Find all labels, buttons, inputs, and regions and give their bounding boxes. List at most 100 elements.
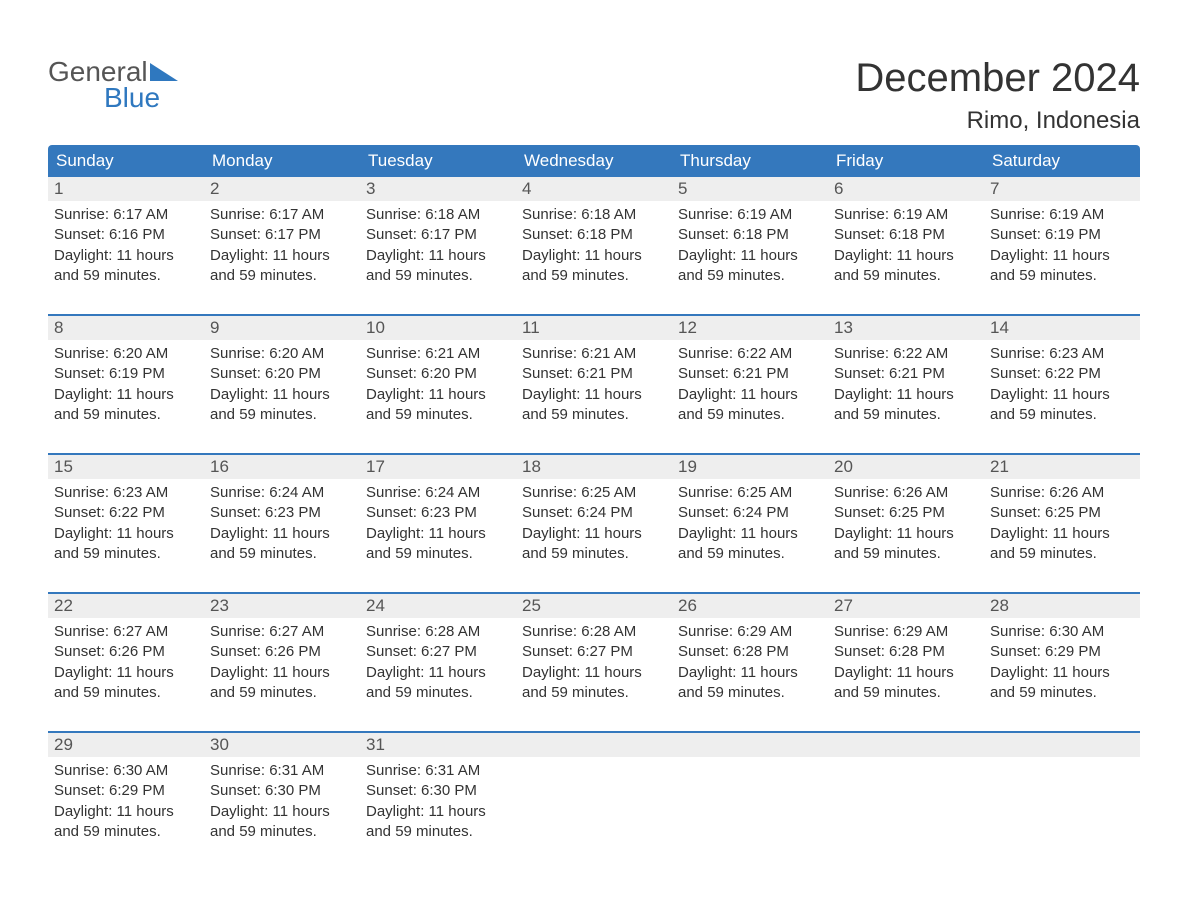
calendar-cell-blank (672, 733, 828, 850)
week-row: 1Sunrise: 6:17 AMSunset: 6:16 PMDaylight… (48, 177, 1140, 294)
day-number: 30 (204, 733, 360, 757)
day-number: 10 (360, 316, 516, 340)
sunrise-text: Sunrise: 6:21 AM (366, 344, 510, 364)
week-row: 15Sunrise: 6:23 AMSunset: 6:22 PMDayligh… (48, 453, 1140, 572)
daylight-line1: Daylight: 11 hours (990, 385, 1134, 405)
cell-body: Sunrise: 6:24 AMSunset: 6:23 PMDaylight:… (360, 479, 516, 572)
sunrise-text: Sunrise: 6:31 AM (210, 761, 354, 781)
sunrise-text: Sunrise: 6:30 AM (990, 622, 1134, 642)
day-number: 9 (204, 316, 360, 340)
week-row: 29Sunrise: 6:30 AMSunset: 6:29 PMDayligh… (48, 731, 1140, 850)
sunrise-text: Sunrise: 6:21 AM (522, 344, 666, 364)
cell-body: Sunrise: 6:23 AMSunset: 6:22 PMDaylight:… (984, 340, 1140, 433)
cell-body: Sunrise: 6:26 AMSunset: 6:25 PMDaylight:… (828, 479, 984, 572)
calendar-cell: 4Sunrise: 6:18 AMSunset: 6:18 PMDaylight… (516, 177, 672, 294)
sunrise-text: Sunrise: 6:20 AM (210, 344, 354, 364)
sunrise-text: Sunrise: 6:26 AM (834, 483, 978, 503)
daylight-line1: Daylight: 11 hours (678, 524, 822, 544)
cell-body: Sunrise: 6:19 AMSunset: 6:19 PMDaylight:… (984, 201, 1140, 294)
cell-body: Sunrise: 6:19 AMSunset: 6:18 PMDaylight:… (672, 201, 828, 294)
daylight-line1: Daylight: 11 hours (54, 524, 198, 544)
calendar-cell: 15Sunrise: 6:23 AMSunset: 6:22 PMDayligh… (48, 455, 204, 572)
day-number: 27 (828, 594, 984, 618)
calendar-cell: 16Sunrise: 6:24 AMSunset: 6:23 PMDayligh… (204, 455, 360, 572)
sunset-text: Sunset: 6:27 PM (366, 642, 510, 662)
day-number: 13 (828, 316, 984, 340)
weeks-container: 1Sunrise: 6:17 AMSunset: 6:16 PMDaylight… (48, 177, 1140, 850)
sunrise-text: Sunrise: 6:20 AM (54, 344, 198, 364)
calendar-cell: 30Sunrise: 6:31 AMSunset: 6:30 PMDayligh… (204, 733, 360, 850)
day-number: 8 (48, 316, 204, 340)
daylight-line2: and 59 minutes. (210, 683, 354, 703)
day-number: 14 (984, 316, 1140, 340)
sunrise-text: Sunrise: 6:28 AM (522, 622, 666, 642)
sunset-text: Sunset: 6:26 PM (210, 642, 354, 662)
sunset-text: Sunset: 6:28 PM (834, 642, 978, 662)
daylight-line1: Daylight: 11 hours (678, 385, 822, 405)
daylight-line2: and 59 minutes. (522, 266, 666, 286)
daylight-line1: Daylight: 11 hours (366, 663, 510, 683)
sunrise-text: Sunrise: 6:19 AM (990, 205, 1134, 225)
day-number: 2 (204, 177, 360, 201)
daylight-line1: Daylight: 11 hours (54, 802, 198, 822)
sunset-text: Sunset: 6:24 PM (522, 503, 666, 523)
daylight-line1: Daylight: 11 hours (366, 385, 510, 405)
day-number: 31 (360, 733, 516, 757)
daylight-line2: and 59 minutes. (366, 822, 510, 842)
cell-body: Sunrise: 6:30 AMSunset: 6:29 PMDaylight:… (48, 757, 204, 850)
daynum-blank (828, 733, 984, 757)
calendar-cell: 23Sunrise: 6:27 AMSunset: 6:26 PMDayligh… (204, 594, 360, 711)
calendar-cell: 20Sunrise: 6:26 AMSunset: 6:25 PMDayligh… (828, 455, 984, 572)
day-number: 24 (360, 594, 516, 618)
daylight-line1: Daylight: 11 hours (54, 246, 198, 266)
daylight-line2: and 59 minutes. (366, 683, 510, 703)
daylight-line1: Daylight: 11 hours (834, 385, 978, 405)
daylight-line1: Daylight: 11 hours (834, 663, 978, 683)
daylight-line1: Daylight: 11 hours (522, 663, 666, 683)
calendar-cell: 2Sunrise: 6:17 AMSunset: 6:17 PMDaylight… (204, 177, 360, 294)
sunset-text: Sunset: 6:20 PM (210, 364, 354, 384)
daynum-blank (984, 733, 1140, 757)
sunset-text: Sunset: 6:28 PM (678, 642, 822, 662)
sunset-text: Sunset: 6:19 PM (990, 225, 1134, 245)
calendar-cell: 29Sunrise: 6:30 AMSunset: 6:29 PMDayligh… (48, 733, 204, 850)
calendar-cell: 25Sunrise: 6:28 AMSunset: 6:27 PMDayligh… (516, 594, 672, 711)
calendar-cell: 26Sunrise: 6:29 AMSunset: 6:28 PMDayligh… (672, 594, 828, 711)
logo-word2: Blue (104, 82, 178, 114)
month-title: December 2024 (855, 56, 1140, 101)
daylight-line2: and 59 minutes. (990, 683, 1134, 703)
cell-body: Sunrise: 6:17 AMSunset: 6:16 PMDaylight:… (48, 201, 204, 294)
day-number: 19 (672, 455, 828, 479)
daylight-line2: and 59 minutes. (54, 822, 198, 842)
sunset-text: Sunset: 6:21 PM (678, 364, 822, 384)
day-header: Saturday (984, 145, 1140, 177)
cell-body: Sunrise: 6:31 AMSunset: 6:30 PMDaylight:… (204, 757, 360, 850)
daylight-line1: Daylight: 11 hours (990, 246, 1134, 266)
sunset-text: Sunset: 6:18 PM (678, 225, 822, 245)
day-number: 17 (360, 455, 516, 479)
cell-body: Sunrise: 6:28 AMSunset: 6:27 PMDaylight:… (360, 618, 516, 711)
calendar-cell: 10Sunrise: 6:21 AMSunset: 6:20 PMDayligh… (360, 316, 516, 433)
calendar-cell: 8Sunrise: 6:20 AMSunset: 6:19 PMDaylight… (48, 316, 204, 433)
daylight-line2: and 59 minutes. (366, 405, 510, 425)
day-header: Wednesday (516, 145, 672, 177)
day-number: 6 (828, 177, 984, 201)
day-number: 15 (48, 455, 204, 479)
daylight-line2: and 59 minutes. (210, 544, 354, 564)
cell-body: Sunrise: 6:29 AMSunset: 6:28 PMDaylight:… (672, 618, 828, 711)
calendar-cell: 6Sunrise: 6:19 AMSunset: 6:18 PMDaylight… (828, 177, 984, 294)
title-block: December 2024 Rimo, Indonesia (855, 56, 1140, 135)
calendar-cell: 7Sunrise: 6:19 AMSunset: 6:19 PMDaylight… (984, 177, 1140, 294)
cell-body: Sunrise: 6:20 AMSunset: 6:20 PMDaylight:… (204, 340, 360, 433)
daylight-line2: and 59 minutes. (834, 405, 978, 425)
daylight-line1: Daylight: 11 hours (522, 385, 666, 405)
daylight-line2: and 59 minutes. (366, 266, 510, 286)
daylight-line2: and 59 minutes. (54, 544, 198, 564)
daylight-line2: and 59 minutes. (678, 683, 822, 703)
day-number: 22 (48, 594, 204, 618)
day-number: 1 (48, 177, 204, 201)
day-header: Monday (204, 145, 360, 177)
cell-body: Sunrise: 6:18 AMSunset: 6:18 PMDaylight:… (516, 201, 672, 294)
sunset-text: Sunset: 6:18 PM (522, 225, 666, 245)
daylight-line2: and 59 minutes. (366, 544, 510, 564)
